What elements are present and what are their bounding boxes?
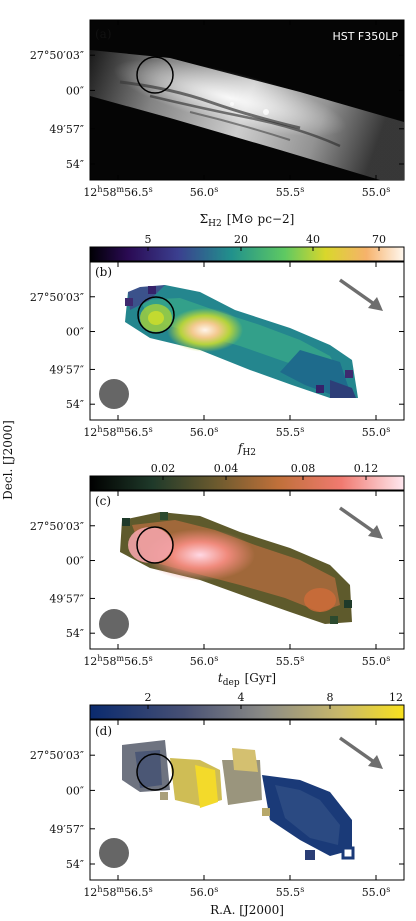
x-tick-label: 55.5s (276, 425, 305, 439)
panel-a-annotation: HST F350LP (332, 30, 398, 43)
y-tick-label: 00″ (66, 326, 84, 339)
panel-c-label: (c) (95, 494, 111, 508)
colorbar-tick-label: 12 (389, 691, 403, 704)
y-tick-label: 27°50′03″ (30, 520, 84, 533)
hst-galaxy-image (90, 50, 404, 180)
x-tick-label: 55.5s (276, 185, 305, 199)
aperture-circle-c (136, 526, 174, 564)
panel-c-molecular-fraction: fH2 (c) (89, 441, 405, 650)
colorbar-d (89, 704, 405, 720)
aperture-circle-a (136, 56, 174, 94)
colorbar-tick-label: 0.04 (214, 462, 239, 475)
panel-c-map (120, 512, 352, 624)
panel-b-surface-density: ΣH2 [M⊙ pc−2] (b) (89, 212, 405, 421)
x-tick-label: 55.0s (362, 885, 391, 899)
x-tick-label: 56.0s (190, 654, 219, 668)
y-tick-label: 00″ (66, 84, 84, 97)
panel-b-label: (b) (95, 265, 112, 279)
y-tick-label: 27°50′03″ (30, 749, 84, 762)
x-tick-label: 56.0s (190, 185, 219, 199)
colorbar-tick-label: 0.02 (151, 462, 176, 475)
y-tick-label: 49′57″ (49, 363, 84, 376)
y-tick-label: 54″ (66, 158, 84, 171)
panel-d-depletion-time: tdep [Gyr] (d) (89, 671, 405, 881)
colorbar-b-title: ΣH2 [M⊙ pc−2] (200, 212, 295, 229)
axis-ticks: 12h58m56.5s 56.0s 55.5s 55.0s 27°50′03″ 00″ 49… (30, 20, 405, 899)
x-tick-label: 55.0s (362, 185, 391, 199)
y-tick-label: 54″ (66, 858, 84, 871)
colorbar-c (89, 475, 405, 491)
colorbar-tick-label: 0.08 (291, 462, 316, 475)
x-tick-label: 55.0s (362, 425, 391, 439)
colorbar-b (89, 246, 405, 262)
x-tick-label: 56.0s (190, 885, 219, 899)
panel-b-map (125, 285, 358, 398)
panel-a-label: (a) (95, 27, 112, 41)
colorbar-tick-label: 4 (238, 691, 245, 704)
y-tick-label: 54″ (66, 398, 84, 411)
aperture-circle-b (137, 296, 175, 334)
y-tick-label: 00″ (66, 555, 84, 568)
x-tick-label: 55.5s (276, 885, 305, 899)
x-tick-label: 55.5s (276, 654, 305, 668)
y-tick-label: 49′57″ (49, 823, 84, 836)
direction-arrow-icon-d (338, 736, 383, 769)
beam-icon-d (99, 838, 129, 868)
y-tick-label: 00″ (66, 784, 84, 797)
y-tick-label: 27°50′03″ (30, 49, 84, 62)
direction-arrow-icon-b (338, 278, 383, 311)
x-axis-label: R.A. [J2000] (210, 903, 284, 917)
colorbar-tick-label: 2 (145, 691, 152, 704)
colorbar-tick-label: 70 (372, 233, 386, 246)
beam-icon-c (99, 609, 129, 639)
panel-a-hst-image: (a) HST F350LP (89, 19, 405, 181)
x-tick-label: 12h58m56.5s (83, 654, 152, 668)
x-tick-label: 56.0s (190, 425, 219, 439)
direction-arrow-icon-c (338, 506, 383, 539)
colorbar-tick-label: 20 (234, 233, 248, 246)
panel-d-map (122, 740, 355, 860)
colorbar-tick-label: 0.12 (354, 462, 379, 475)
x-tick-label: 12h58m56.5s (83, 185, 152, 199)
y-tick-label: 49′57″ (49, 592, 84, 605)
colorbar-c-title: fH2 (237, 441, 256, 458)
x-tick-label: 55.0s (362, 654, 391, 668)
x-tick-label: 12h58m56.5s (83, 885, 152, 899)
x-tick-label: 12h58m56.5s (83, 425, 152, 439)
y-tick-label: 27°50′03″ (30, 291, 84, 304)
colorbar-tick-label: 5 (145, 233, 152, 246)
aperture-circle-d (136, 753, 174, 791)
beam-icon-b (99, 379, 129, 409)
colorbar-tick-label: 40 (306, 233, 320, 246)
y-tick-label: 49′57″ (49, 123, 84, 136)
panel-d-label: (d) (95, 724, 112, 738)
colorbar-tick-label: 8 (327, 691, 334, 704)
colorbar-d-title: tdep [Gyr] (218, 671, 276, 688)
y-axis-label: Decl. [J2000] (1, 420, 15, 500)
y-tick-label: 54″ (66, 627, 84, 640)
